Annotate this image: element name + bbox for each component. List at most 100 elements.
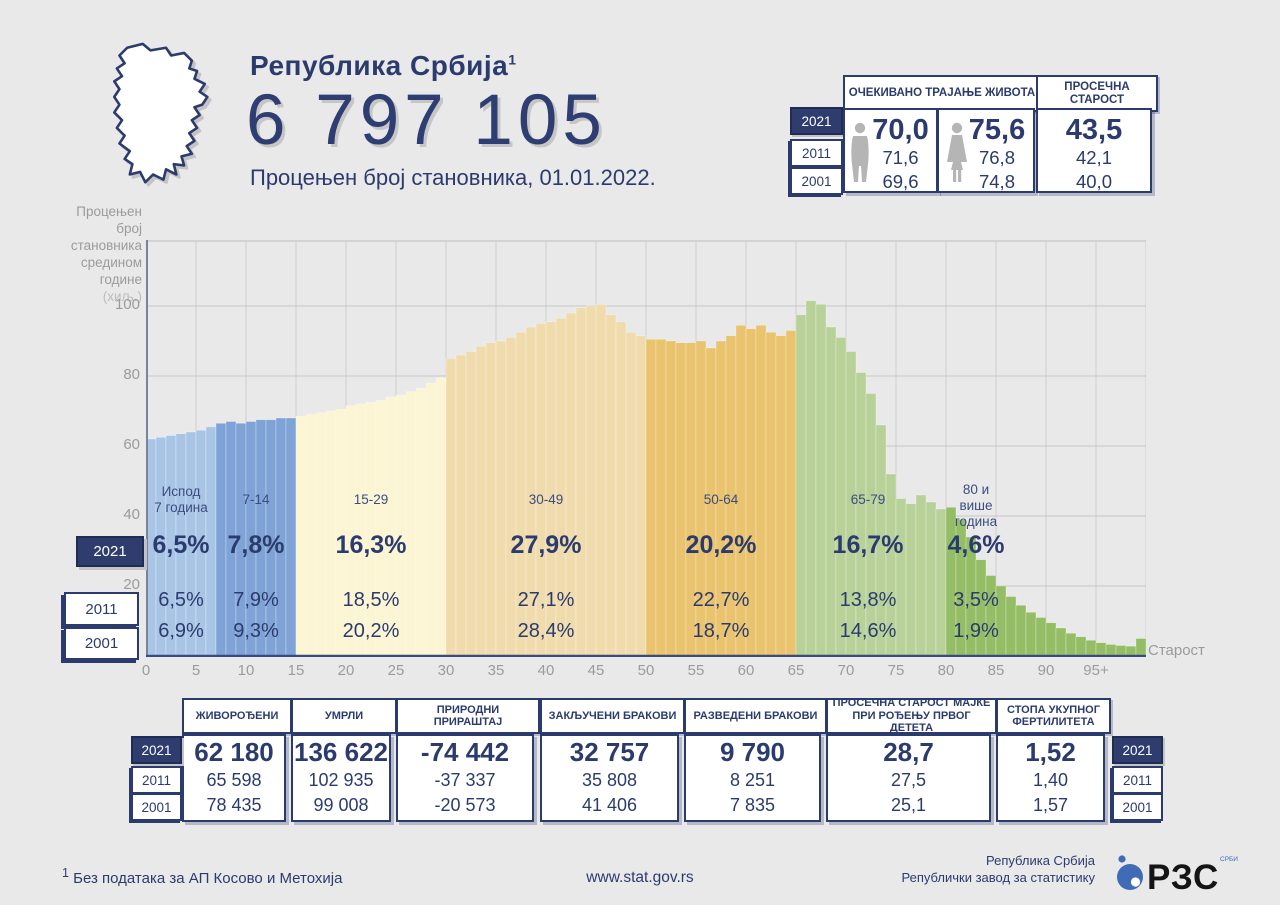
age-group-label-line: 80 и — [962, 482, 990, 497]
age-bar — [605, 314, 617, 657]
age-bar — [355, 403, 367, 657]
age-bar — [585, 305, 597, 657]
logo-inner-dot — [1130, 877, 1141, 887]
y-tick-label: 80 — [123, 366, 140, 383]
life-expectancy-header: ОЧЕКИВАНО ТРАЈАЊЕ ЖИВОТА — [843, 75, 1041, 112]
age-group-label-line: година — [954, 514, 998, 529]
org-line1: Република Србија — [986, 853, 1095, 868]
vital-values-1: 62 180 65 598 78 435 — [182, 734, 286, 822]
age-bar — [1055, 627, 1067, 657]
age-group-share-2001: 20,2% — [342, 620, 400, 642]
x-tick-label: 85 — [987, 662, 1005, 679]
vital-header-6: ПРОСЕЧНА СТАРОСТ МАЈКЕ ПРИ РОЂЕЊУ ПРВОГ … — [826, 697, 997, 734]
female-le-2011: 76,8 — [978, 147, 1015, 168]
org-name-block: Република Србија Републички завод за ста… — [902, 852, 1095, 886]
y-tick-label: 60 — [123, 436, 140, 453]
age-group-share-2021: 20,2% — [685, 531, 757, 559]
age-bar — [1095, 642, 1107, 657]
x-tick-label: 80 — [937, 662, 955, 679]
website-link[interactable]: www.stat.gov.rs — [586, 869, 694, 886]
x-tick-label: 40 — [537, 662, 555, 679]
age-group-share-2001: 28,4% — [517, 620, 575, 642]
vital-value-2011: -37 337 — [434, 770, 496, 790]
serbia-outline — [112, 42, 209, 184]
vital-values-2: 136 622 102 935 99 008 — [291, 734, 391, 822]
age-bar — [505, 337, 517, 657]
age-group-share-2021: 16,7% — [832, 531, 904, 559]
vital-value-2001: 25,1 — [890, 795, 927, 815]
age-group-share-2021: 16,3% — [335, 531, 407, 559]
x-tick-label: 50 — [637, 662, 655, 679]
age-group-share-2011: 13,8% — [839, 589, 897, 611]
age-bar — [285, 417, 297, 657]
age-bar — [795, 314, 807, 657]
age-bar — [375, 400, 387, 657]
population-total: 6 797 105 — [246, 81, 607, 160]
age-bar — [445, 358, 457, 657]
age-bar — [665, 340, 677, 657]
man-icon — [851, 122, 869, 182]
rzs-logo: РЗС СРБИЈЕ — [1117, 855, 1238, 897]
x-tick-label: 70 — [837, 662, 855, 679]
age-group-label: 80 и више година — [955, 482, 997, 530]
age-bar — [785, 330, 797, 657]
page-title: Република Србија1 — [250, 50, 516, 82]
age-group-share-2021: 7,8% — [227, 531, 285, 559]
age-group-label-line: 30-49 — [528, 492, 564, 507]
vital-value-2011: 1,40 — [1032, 770, 1069, 790]
age-bar — [1115, 645, 1127, 657]
age-bar — [1015, 604, 1027, 657]
vital-header-3: ПРИРОДНИ ПРИРАШТАЈ — [396, 698, 540, 734]
vital-value-2001: 41 406 — [581, 795, 638, 815]
average-age-header: ПРОСЕЧНА СТАРОСТ — [1036, 75, 1158, 112]
age-bar — [1025, 611, 1037, 657]
age-group-label: 50-64 — [704, 492, 739, 508]
age-bar — [615, 321, 627, 657]
age-bar — [645, 338, 657, 657]
vital-header-4: ЗАКЉУЧЕНИ БРАКОВИ — [540, 698, 685, 734]
age-group-share-2011: 18,5% — [342, 589, 400, 611]
age-bar — [435, 377, 447, 657]
male-le-2001: 69,6 — [882, 171, 919, 192]
x-tick-label: 0 — [141, 662, 151, 679]
footnote-text: Без података за АП Косово и Метохија — [73, 870, 343, 887]
female-le-2021: 75,6 — [968, 114, 1026, 146]
logo-text: РЗС — [1147, 858, 1219, 897]
y-axis-title-line: број — [116, 221, 142, 236]
vital-value-2001: -20 573 — [434, 795, 496, 815]
age-bar — [635, 335, 647, 657]
vital-value-2011: 65 598 — [206, 770, 262, 790]
vital-value-2001: 78 435 — [206, 795, 262, 815]
y-axis-title-line: становника — [70, 238, 142, 253]
year-badge-2011: 2011 — [131, 766, 182, 794]
vital-values-5: 9 790 8 251 7 835 — [684, 734, 821, 822]
age-bar — [925, 501, 937, 657]
age-group-share-2001: 14,6% — [839, 620, 897, 642]
x-tick-label: 45 — [587, 662, 605, 679]
x-tick-label: 35 — [487, 662, 505, 679]
age-bar — [1125, 645, 1137, 657]
age-bar — [325, 410, 337, 657]
population-subtitle: Процењен број становника, 01.01.2022. — [250, 165, 656, 190]
age-group-share-2021: 6,5% — [152, 531, 210, 559]
average-age-box: 43,5 42,1 40,0 — [1036, 108, 1152, 193]
age-bar — [305, 414, 317, 657]
x-axis-title: Старост — [1148, 642, 1205, 659]
x-tick-label: 5 — [191, 662, 201, 679]
vital-value-2021: 1,52 — [1025, 737, 1076, 767]
x-tick-label: 90 — [1037, 662, 1055, 679]
serbia-map — [112, 42, 209, 184]
age-group-label: 15-29 — [354, 492, 389, 508]
x-tick-label: 65 — [787, 662, 805, 679]
vital-header-7: СТОПА УКУПНОГ ФЕРТИЛИТЕТА — [996, 698, 1111, 734]
age-bar — [905, 503, 917, 657]
age-group-share-2011: 22,7% — [692, 589, 750, 611]
avg-age-2021: 43,5 — [1065, 114, 1123, 146]
age-group-share-2011: 3,5% — [953, 589, 999, 611]
vital-values-6: 28,7 27,5 25,1 — [826, 734, 991, 822]
vital-value-2001: 7 835 — [729, 795, 776, 815]
age-group-label-line: 65-79 — [850, 492, 886, 507]
age-group-share-2001: 18,7% — [692, 620, 750, 642]
age-bar — [655, 338, 667, 657]
